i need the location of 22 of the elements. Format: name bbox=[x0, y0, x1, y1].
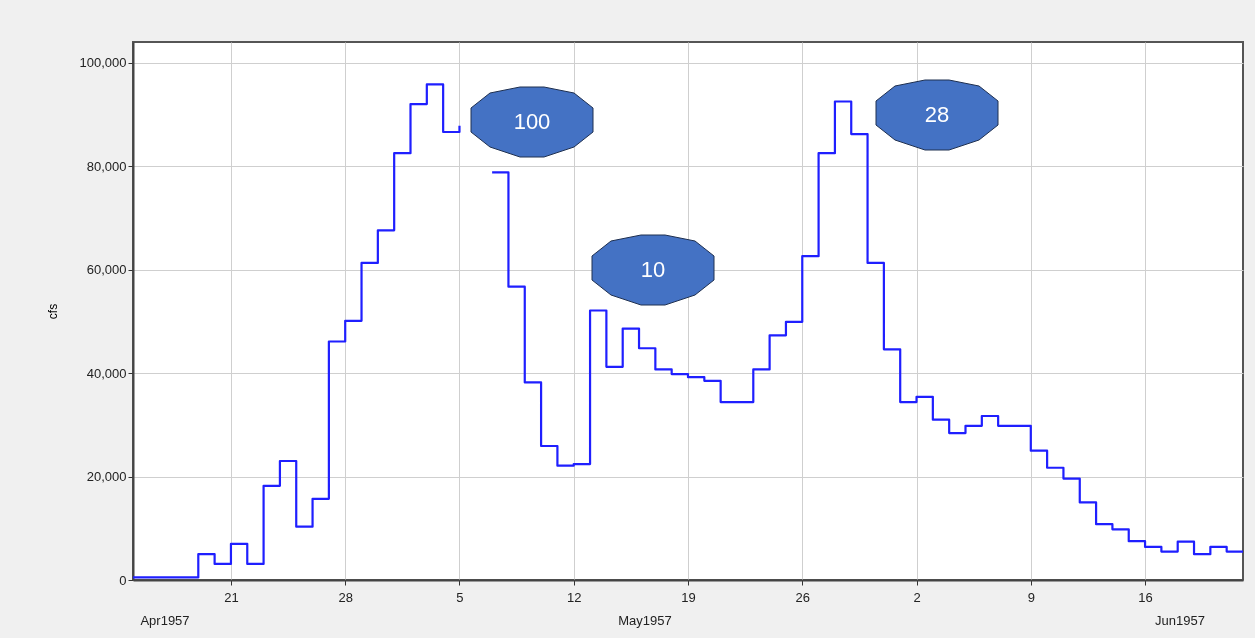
y-tick-label: 0 bbox=[119, 572, 127, 588]
annotation: 10 bbox=[640, 257, 666, 283]
x-tick-label: 12 bbox=[567, 589, 582, 605]
x-tick-label: 26 bbox=[795, 589, 810, 605]
y-tick-label: 20,000 bbox=[86, 469, 127, 485]
x-tick-label: 5 bbox=[456, 589, 464, 605]
x-tick-label: 19 bbox=[681, 589, 696, 605]
text: Jun1957 bbox=[1155, 612, 1205, 628]
annotation: 28 bbox=[924, 102, 950, 128]
text: Apr1957 bbox=[140, 612, 190, 628]
y-tick-label: 80,000 bbox=[86, 158, 127, 174]
x-tick-label: 16 bbox=[1138, 589, 1153, 605]
x-tick-label: 21 bbox=[224, 589, 239, 605]
y-tick-label: 60,000 bbox=[86, 262, 127, 278]
x-tick-label: 28 bbox=[338, 589, 353, 605]
y-axis-title: cfs bbox=[45, 303, 60, 320]
y-tick-label: 100,000 bbox=[79, 55, 127, 71]
y-tick-label: 40,000 bbox=[86, 365, 127, 381]
annotation: 100 bbox=[513, 109, 551, 135]
x-tick-label: 9 bbox=[1027, 589, 1035, 605]
text: May1957 bbox=[618, 612, 672, 628]
x-tick-label: 2 bbox=[913, 589, 921, 605]
